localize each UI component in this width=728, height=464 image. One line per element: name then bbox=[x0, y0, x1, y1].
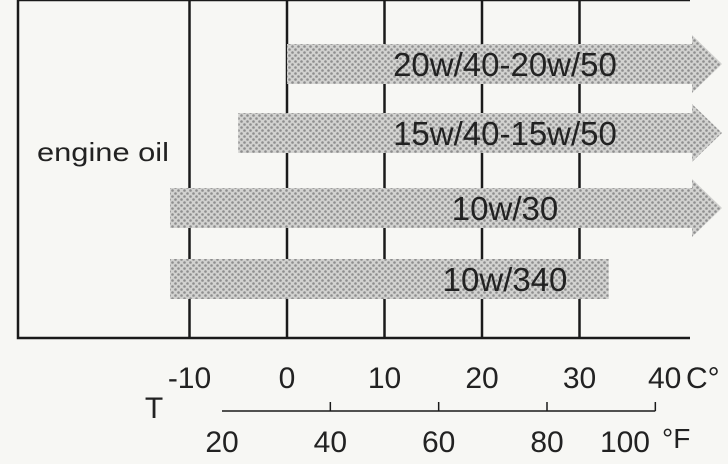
bars: 20w/40-20w/50 15w/40-15w/50 10w/30 10w/340 bbox=[170, 35, 722, 299]
bar-group-2: 10w/30 bbox=[170, 179, 722, 237]
celsius-unit: C° bbox=[686, 362, 720, 395]
axis-title: T bbox=[145, 392, 163, 425]
bar-0 bbox=[287, 35, 722, 93]
fahrenheit-tick-1: 40 bbox=[314, 426, 347, 459]
fahrenheit-tick-2: 60 bbox=[422, 426, 455, 459]
celsius-tick-3: 20 bbox=[465, 362, 498, 395]
bar-1 bbox=[238, 104, 722, 162]
fahrenheit-tick-3: 80 bbox=[530, 426, 563, 459]
celsius-tick-4: 30 bbox=[563, 362, 596, 395]
bar-label-0: 20w/40-20w/50 bbox=[393, 46, 617, 83]
bar-group-0: 20w/40-20w/50 bbox=[287, 35, 722, 93]
bar-group-3: 10w/340 bbox=[170, 259, 609, 299]
bar-label-3: 10w/340 bbox=[443, 261, 568, 298]
bar-3 bbox=[170, 259, 609, 299]
bar-label-1: 15w/40-15w/50 bbox=[393, 115, 617, 152]
bar-2 bbox=[170, 179, 722, 237]
fahrenheit-tick-4: 100 bbox=[600, 426, 650, 459]
category-label: engine oil bbox=[37, 137, 169, 167]
fahrenheit-unit: °F bbox=[662, 423, 690, 454]
chart-frame bbox=[16, 0, 690, 340]
celsius-tick-1: 0 bbox=[279, 362, 296, 395]
bar-label-2: 10w/30 bbox=[452, 190, 558, 227]
celsius-tick-2: 10 bbox=[368, 362, 401, 395]
celsius-tick-0: -10 bbox=[168, 362, 211, 395]
fahrenheit-tick-0: 20 bbox=[205, 426, 238, 459]
celsius-tick-5: 40 bbox=[648, 362, 681, 395]
axes: -10 0 10 20 30 40 C°T20 40 60 80 100 °F bbox=[145, 362, 720, 459]
bar-group-1: 15w/40-15w/50 bbox=[238, 104, 722, 162]
frame-border bbox=[16, 0, 690, 340]
